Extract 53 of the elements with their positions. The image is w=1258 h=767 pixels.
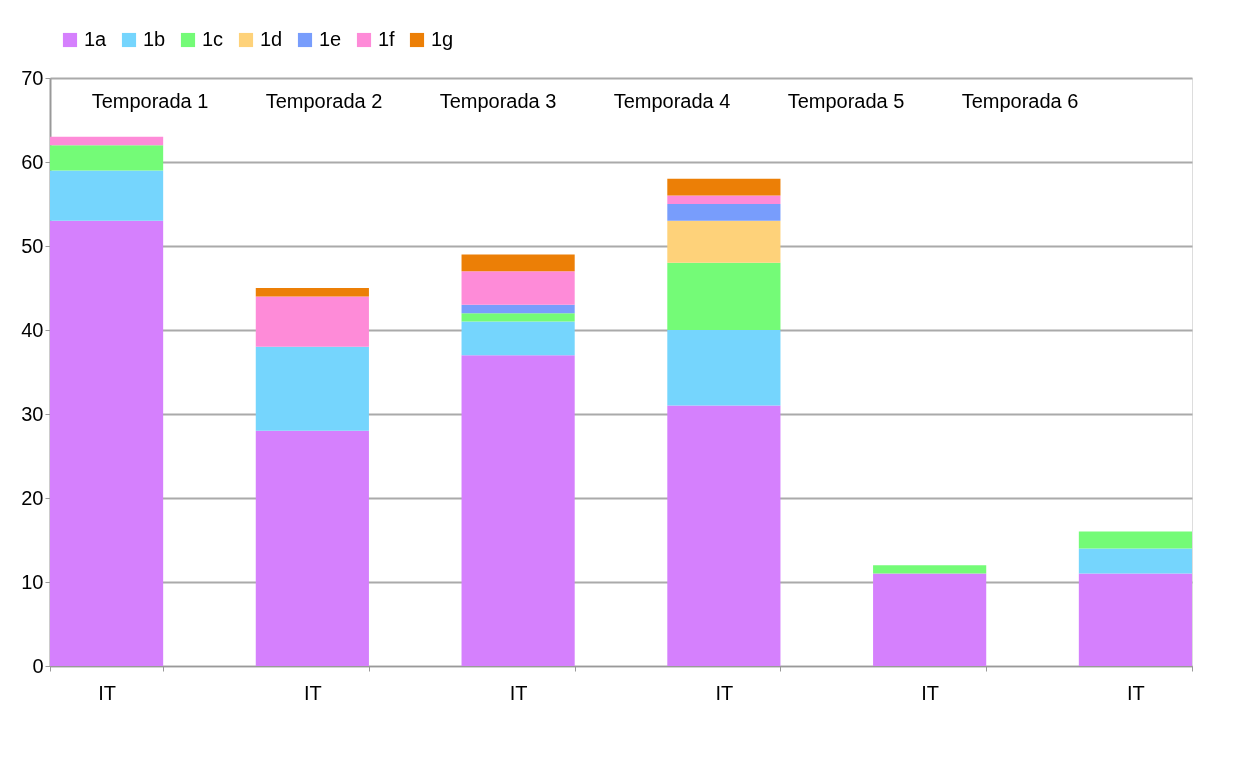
bar: [461, 321, 575, 356]
bar: [461, 313, 575, 322]
legend-label: 1e: [319, 28, 342, 50]
y-tick-label: 10: [21, 570, 44, 593]
bar: [461, 254, 575, 272]
bar: [1078, 548, 1192, 574]
x-tick-label: IT: [509, 681, 528, 704]
annotation: Temporada 6: [961, 90, 1079, 112]
annotation: Temporada 4: [613, 90, 731, 112]
bar: [461, 271, 575, 305]
bar: [255, 430, 369, 666]
x-tick-label: IT: [98, 681, 116, 704]
annotation: Temporada 3: [439, 90, 557, 112]
legend-label: 1b: [143, 28, 166, 50]
bar: [461, 304, 575, 314]
legend-label: 1f: [378, 28, 396, 50]
bar: [873, 565, 987, 574]
annotation: Temporada 5: [787, 90, 905, 112]
annotation: Temporada 2: [265, 90, 383, 112]
x-tick-label: IT: [921, 681, 940, 704]
legend-label: 1a: [84, 28, 108, 50]
x-tick-label: IT: [1127, 681, 1145, 704]
legend-label: 1d: [260, 28, 283, 50]
legend-label: 1c: [202, 28, 224, 50]
bar: [50, 170, 164, 221]
bar: [461, 355, 575, 666]
x-tick-label: IT: [303, 681, 322, 704]
bar: [667, 330, 781, 406]
x-tick-label: IT: [715, 681, 734, 704]
bar: [255, 288, 369, 297]
bar: [255, 346, 369, 431]
bar: [667, 204, 781, 221]
bar: [873, 573, 987, 666]
bar: [50, 145, 164, 171]
bar: [667, 405, 781, 666]
bar: [667, 195, 781, 204]
y-tick-label: 50: [21, 234, 44, 257]
bar: [255, 296, 369, 347]
annotation: Temporada 1: [91, 90, 209, 112]
bar: [667, 178, 781, 196]
y-tick-label: 0: [32, 654, 44, 677]
legend-label: 1g: [431, 28, 454, 50]
bar: [667, 220, 781, 263]
y-tick-label: 30: [21, 402, 44, 425]
bar: [1078, 573, 1192, 666]
bar: [50, 220, 164, 666]
y-tick-label: 40: [21, 318, 44, 341]
bar: [50, 136, 164, 146]
bar: [667, 262, 781, 330]
y-tick-label: 70: [21, 66, 44, 89]
y-tick-label: 60: [21, 150, 44, 173]
bar: [1078, 531, 1192, 549]
y-tick-label: 20: [21, 486, 44, 509]
